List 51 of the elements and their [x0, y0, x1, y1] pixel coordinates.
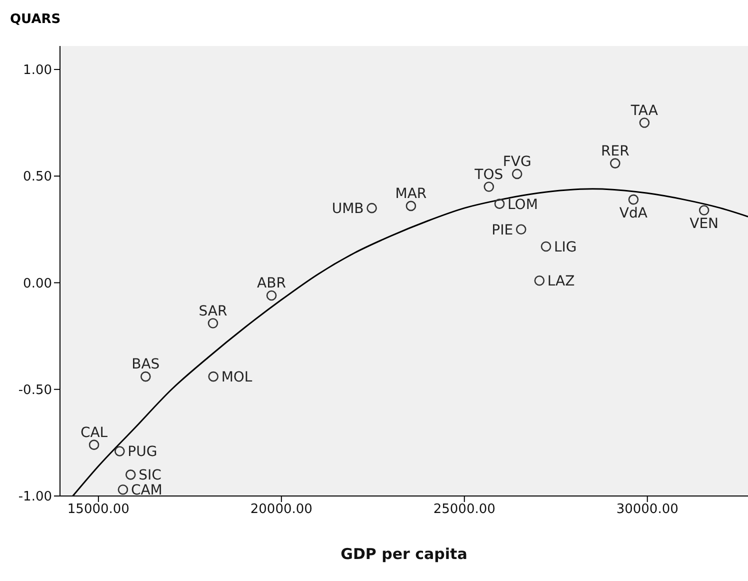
annotation: TOS — [474, 166, 504, 183]
annotation: LAZ — [547, 274, 575, 290]
y-tick-label: -1.00 — [18, 490, 52, 505]
annotation: UMB — [332, 201, 364, 218]
x-axis-title: GDP per capita — [340, 545, 468, 563]
annotation: LIG — [554, 239, 577, 256]
annotation: VdA — [619, 205, 648, 222]
point — [366, 202, 377, 214]
point — [698, 205, 710, 216]
annotation: MAR — [395, 186, 427, 202]
point — [114, 446, 125, 456]
x-tick-label: 30000.00 — [616, 502, 678, 518]
annotation: VEN — [690, 216, 719, 232]
point — [628, 194, 639, 205]
point — [610, 158, 620, 168]
y-tick-label: -0.50 — [18, 382, 52, 398]
annotation: PUG — [128, 444, 158, 460]
x-tick-label: 15000.00 — [67, 502, 130, 518]
point — [140, 371, 151, 382]
annotation: MOL — [221, 370, 252, 386]
point — [125, 470, 136, 480]
annotation: CAL — [80, 424, 108, 441]
annotation: SIC — [138, 468, 162, 484]
point — [534, 275, 545, 286]
annotation: RER — [601, 143, 630, 160]
point — [406, 200, 416, 212]
y-tick-label: 0.00 — [23, 276, 52, 292]
annotation: LOM — [508, 196, 538, 213]
x-tick-label: 20000.00 — [250, 502, 312, 518]
annotation: TAA — [630, 102, 658, 119]
point — [266, 290, 277, 301]
point — [118, 484, 128, 495]
point — [208, 371, 218, 382]
point — [88, 440, 100, 450]
chart-title: QUARS — [10, 12, 61, 27]
point — [639, 118, 650, 128]
annotation: PIE — [492, 222, 514, 238]
annotation: FVG — [502, 154, 532, 170]
annotation: SAR — [198, 303, 228, 320]
annotation: CAM — [130, 482, 162, 499]
point — [540, 241, 552, 252]
y-tick-label: 1.00 — [23, 63, 52, 78]
annotation: ABR — [257, 276, 286, 292]
point — [484, 182, 494, 192]
annotation: BAS — [132, 356, 160, 373]
point — [208, 318, 218, 328]
x-tick-label: 25000.00 — [433, 502, 496, 518]
point — [516, 224, 526, 235]
y-tick-label: 0.50 — [23, 170, 52, 185]
point — [512, 168, 522, 180]
point — [494, 198, 505, 209]
